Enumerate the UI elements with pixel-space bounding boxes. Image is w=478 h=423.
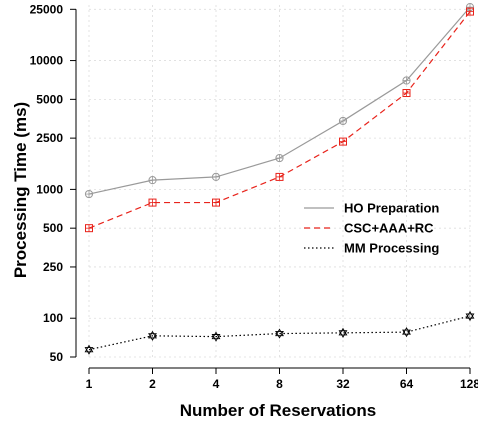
legend: HO Preparation CSC+AAA+RC MM Processing: [304, 201, 439, 256]
y-tick-label: 100: [43, 311, 63, 325]
y-tick-label: 500: [43, 221, 63, 235]
y-tick-label: 25000: [30, 2, 64, 16]
x-tick-label: 128: [460, 377, 478, 391]
series-markers: [84, 3, 475, 355]
x-tick-label: 8: [276, 377, 283, 391]
data-point-star: [402, 329, 411, 338]
y-axis-title: Processing Time (ms): [11, 102, 30, 278]
data-point-star: [148, 330, 157, 339]
data-point-star: [84, 344, 94, 353]
y-tick-label: 10000: [30, 54, 64, 68]
data-point-star: [338, 327, 348, 336]
y-tick-label: 1000: [36, 182, 63, 196]
y-tick-label: 5000: [36, 92, 63, 106]
y-tick-label: 2500: [36, 131, 63, 145]
x-tick-label: 1: [86, 377, 93, 391]
x-tick-label: 4: [213, 377, 220, 391]
y-tick-label: 50: [50, 350, 64, 364]
data-point-star: [211, 331, 221, 340]
data-point-star: [148, 333, 157, 341]
data-point-star: [84, 347, 94, 355]
x-axis: 1 2 4 8 32 64 128: [86, 367, 478, 391]
data-point-star: [211, 334, 221, 342]
x-tick-label: 2: [149, 377, 156, 391]
y-tick-label: 250: [43, 260, 63, 274]
x-tick-label: 32: [336, 377, 350, 391]
data-point-star: [338, 330, 348, 338]
legend-label: CSC+AAA+RC: [344, 221, 434, 236]
data-point-star: [275, 331, 284, 339]
data-point-star: [402, 327, 411, 335]
legend-label: HO Preparation: [344, 201, 439, 216]
x-axis-title: Number of Reservations: [180, 401, 377, 420]
x-tick-label: 64: [400, 377, 414, 391]
data-point-star: [465, 313, 475, 322]
legend-label: MM Processing: [344, 241, 439, 256]
data-point-star: [465, 310, 475, 319]
data-point-star: [275, 328, 284, 337]
y-axis: 50 100 250 500 1000 2500 5000 10000 25000: [30, 2, 77, 364]
series-line: [88, 315, 471, 351]
